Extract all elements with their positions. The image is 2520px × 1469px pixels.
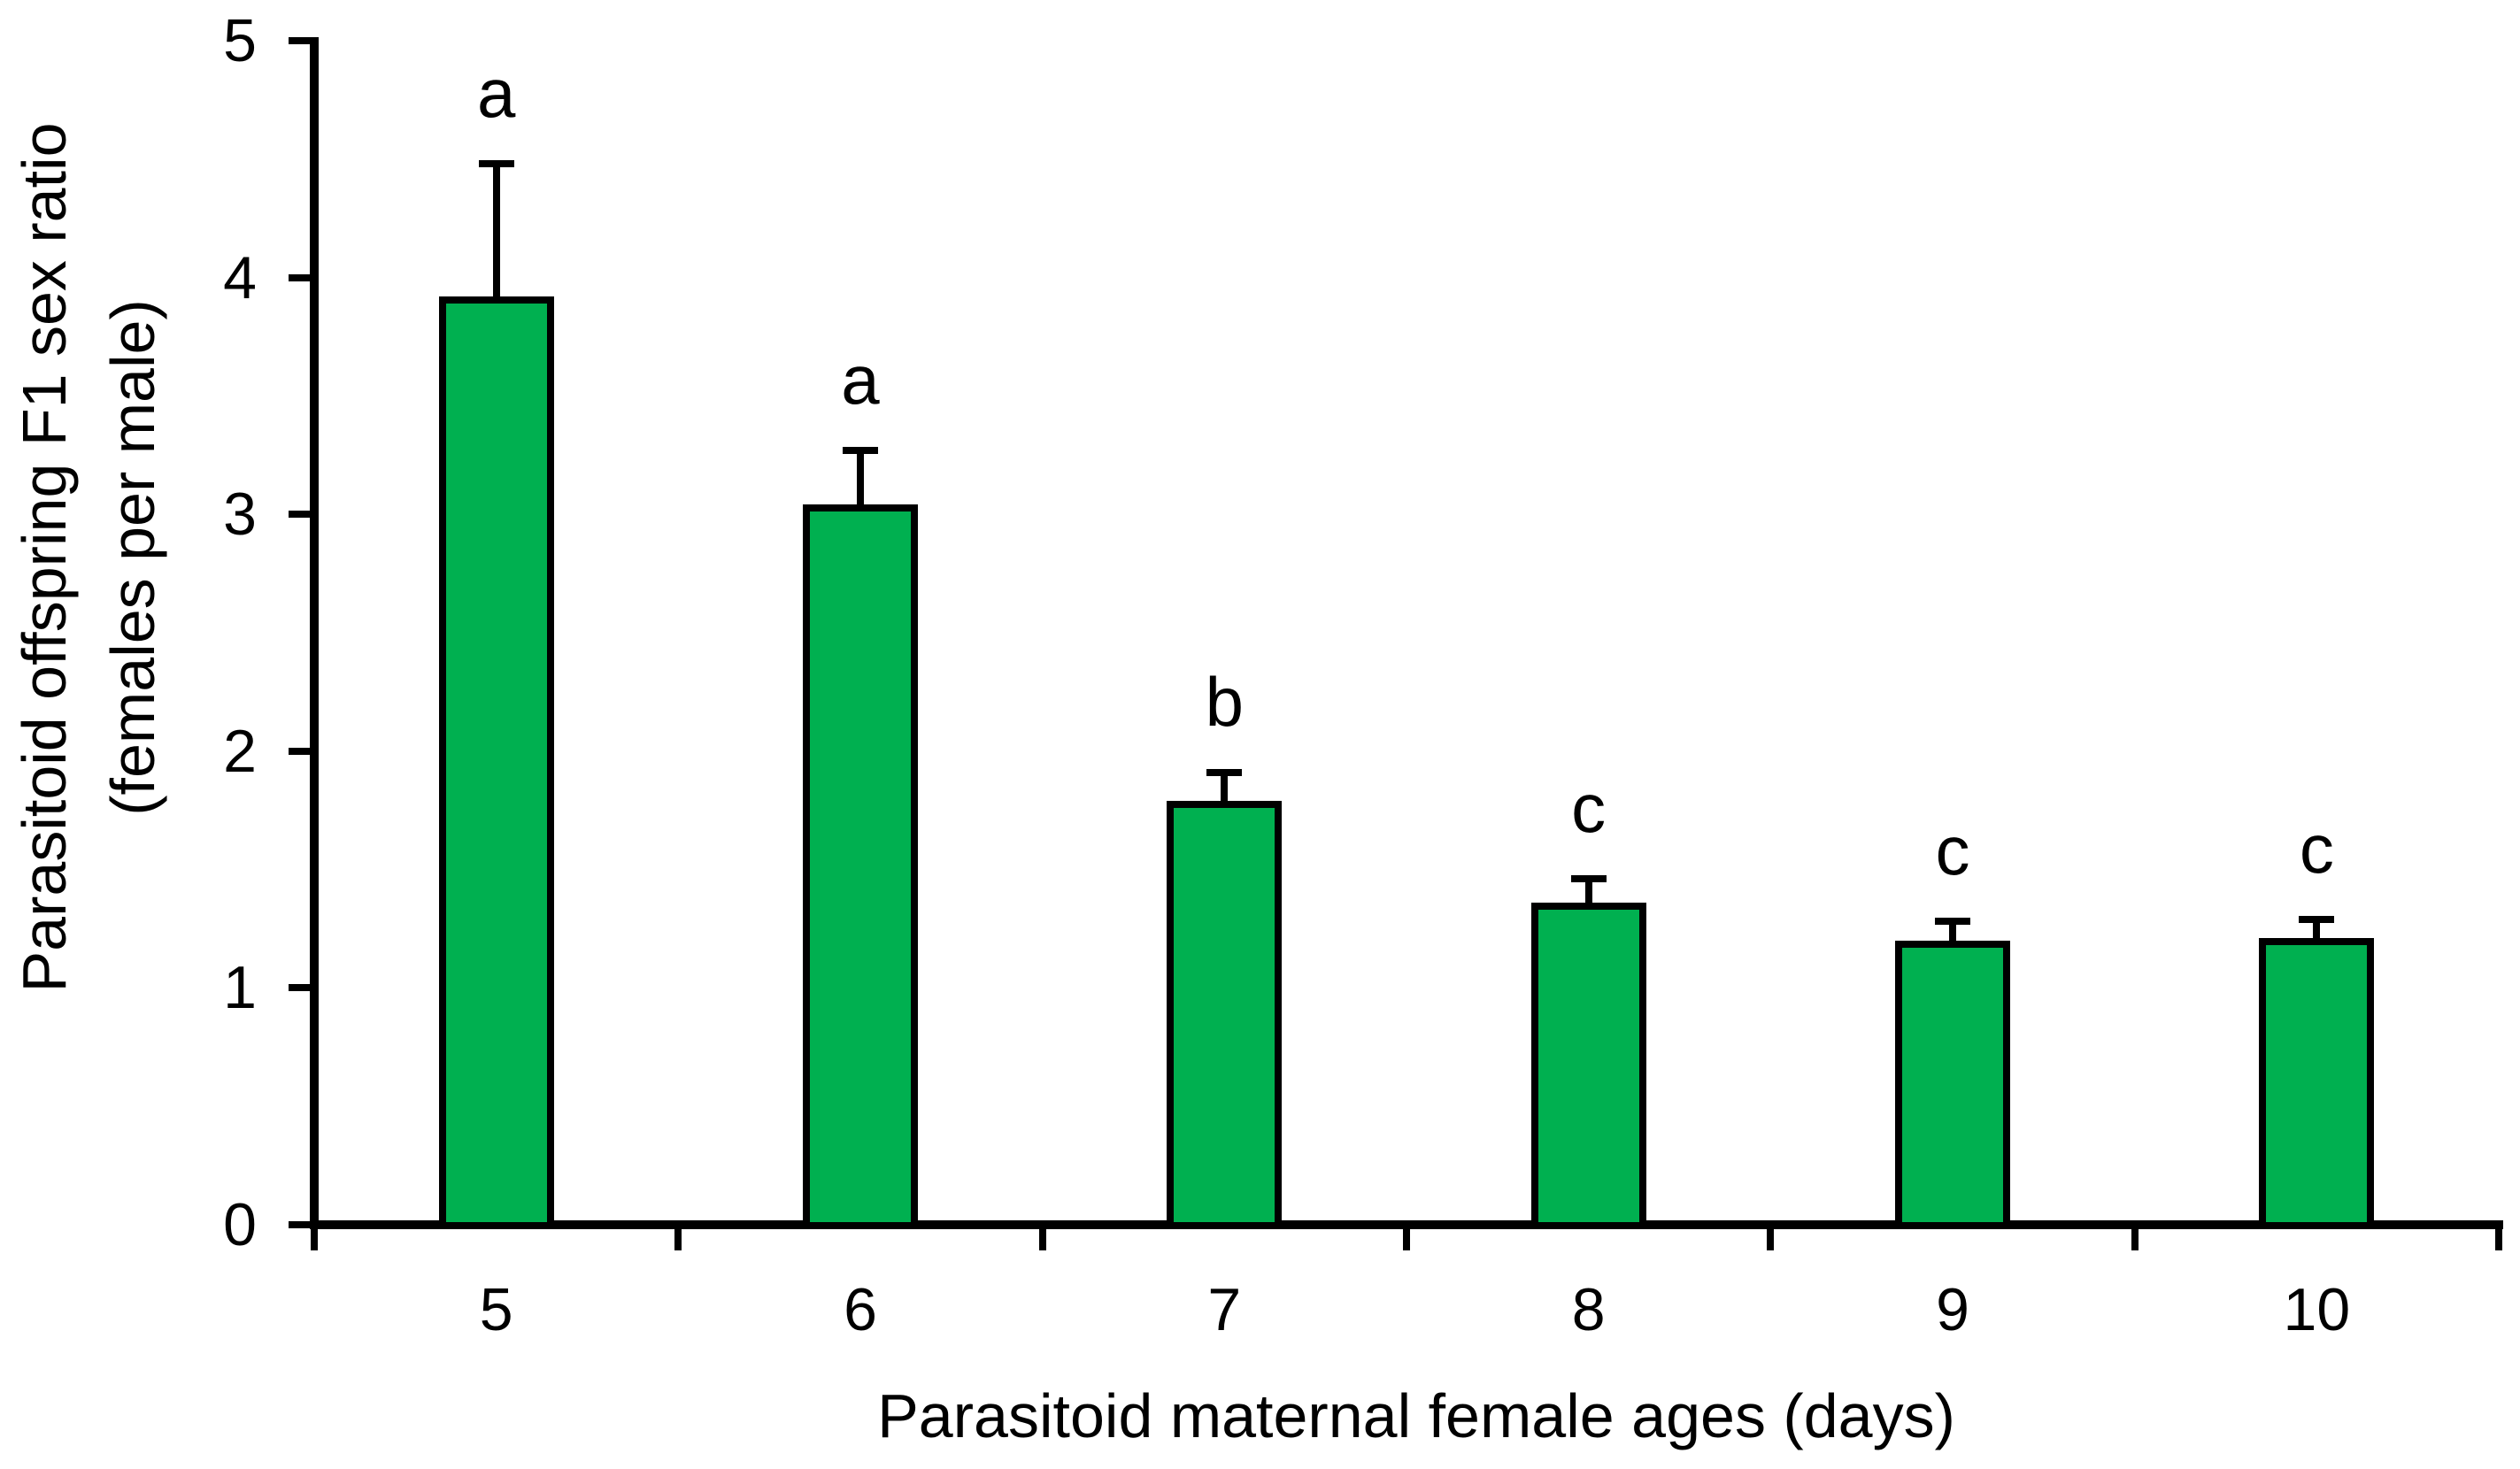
y-axis-tick [289, 37, 310, 44]
bar [2259, 938, 2375, 1229]
x-axis-tick [674, 1229, 682, 1250]
y-tick-label: 1 [223, 954, 257, 1022]
x-axis-tick [311, 1229, 318, 1250]
bar [803, 504, 918, 1229]
x-axis-title: Parasitoid maternal female ages (days) [877, 1381, 1955, 1450]
error-bar-cap [2299, 915, 2335, 923]
y-axis-title: Parasitoid offspring F1 sex ratio (femal… [0, 0, 177, 1221]
x-tick-label: 7 [1207, 1276, 1242, 1343]
error-bar-cap [843, 446, 878, 454]
error-bar-stem [492, 164, 500, 300]
significance-letter: c [1571, 769, 1607, 848]
significance-letter: a [841, 340, 880, 419]
y-axis-tick [289, 273, 310, 281]
y-tick-label: 3 [223, 481, 257, 549]
error-bar-cap [1206, 768, 1243, 776]
significance-letter: a [476, 54, 516, 133]
bar [1167, 800, 1283, 1229]
y-tick-label: 5 [223, 7, 257, 74]
y-tick-label: 2 [223, 717, 257, 785]
y-axis-tick [289, 511, 310, 519]
x-tick-label: 10 [2283, 1276, 2351, 1343]
x-tick-label: 9 [1936, 1276, 1969, 1343]
y-axis-tick [289, 984, 310, 992]
x-tick-label: 8 [1571, 1276, 1606, 1343]
error-bar-stem [1584, 879, 1592, 907]
x-tick-label: 5 [479, 1276, 513, 1343]
error-bar-cap [1570, 875, 1607, 883]
error-bar-stem [857, 450, 864, 509]
error-bar-stem [2313, 919, 2321, 942]
error-bar-stem [1949, 921, 1956, 944]
bar [438, 296, 554, 1229]
y-axis-tick [289, 1221, 310, 1228]
significance-letter: c [2299, 809, 2334, 888]
error-bar-cap [1935, 918, 1970, 926]
bar [1530, 903, 1646, 1229]
x-axis-tick [1038, 1229, 1046, 1250]
x-axis-line [310, 1220, 2503, 1229]
error-bar-stem [1221, 772, 1229, 804]
y-tick-label: 4 [223, 243, 257, 311]
error-bar-cap [478, 160, 514, 168]
bar [1895, 940, 2010, 1229]
x-axis-tick [1767, 1229, 1775, 1250]
significance-letter: b [1205, 662, 1245, 741]
x-axis-tick [1403, 1229, 1410, 1250]
y-axis-title-line1: Parasitoid offspring F1 sex ratio [10, 122, 79, 993]
significance-letter: c [1935, 811, 1970, 890]
x-tick-label: 6 [844, 1276, 877, 1343]
y-axis-tick [289, 747, 310, 755]
x-axis-tick [2131, 1229, 2139, 1250]
y-tick-label: 0 [223, 1191, 257, 1258]
x-axis-tick [2495, 1229, 2502, 1250]
y-axis-line [310, 37, 319, 1225]
y-axis-title-line2: (females per male) [98, 299, 167, 816]
